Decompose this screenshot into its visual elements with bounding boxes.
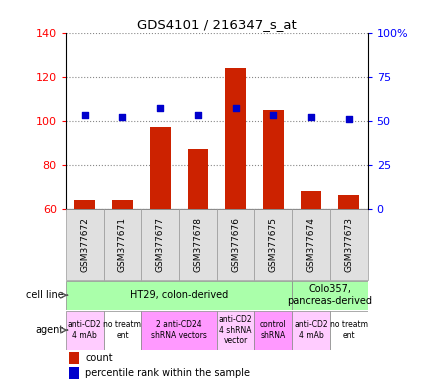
Bar <box>300 191 321 209</box>
Bar <box>263 109 284 209</box>
Text: control
shRNA: control shRNA <box>260 320 287 340</box>
Text: 2 anti-CD24
shRNA vectors: 2 anti-CD24 shRNA vectors <box>151 320 207 340</box>
Bar <box>150 127 170 209</box>
FancyBboxPatch shape <box>66 209 104 280</box>
Text: count: count <box>85 353 113 363</box>
Text: GSM377671: GSM377671 <box>118 217 127 272</box>
Bar <box>187 149 208 209</box>
Bar <box>74 200 95 209</box>
FancyBboxPatch shape <box>292 209 330 280</box>
Bar <box>69 367 79 379</box>
Point <box>232 105 239 111</box>
Point <box>195 112 201 118</box>
Bar <box>292 281 368 310</box>
Text: GSM377675: GSM377675 <box>269 217 278 272</box>
Bar <box>66 311 104 349</box>
Bar <box>112 200 133 209</box>
Text: no treatm
ent: no treatm ent <box>330 320 368 340</box>
Point <box>346 116 352 122</box>
Bar <box>141 311 217 349</box>
Text: GSM377676: GSM377676 <box>231 217 240 272</box>
Text: HT29, colon-derived: HT29, colon-derived <box>130 290 228 300</box>
FancyBboxPatch shape <box>179 209 217 280</box>
Point <box>157 105 164 111</box>
Text: GSM377673: GSM377673 <box>344 217 353 272</box>
Text: GSM377677: GSM377677 <box>156 217 164 272</box>
Text: percentile rank within the sample: percentile rank within the sample <box>85 368 250 378</box>
Text: cell line: cell line <box>26 290 64 300</box>
Text: anti-CD2
4 shRNA
vector: anti-CD2 4 shRNA vector <box>219 315 252 345</box>
FancyBboxPatch shape <box>104 209 141 280</box>
Bar <box>292 311 330 349</box>
Text: GSM377678: GSM377678 <box>193 217 202 272</box>
Bar <box>217 311 255 349</box>
FancyBboxPatch shape <box>330 209 368 280</box>
Point <box>308 114 314 120</box>
Text: GSM377674: GSM377674 <box>306 217 315 272</box>
Bar <box>338 195 359 209</box>
Title: GDS4101 / 216347_s_at: GDS4101 / 216347_s_at <box>137 18 297 31</box>
Text: no treatm
ent: no treatm ent <box>103 320 142 340</box>
Text: GSM377672: GSM377672 <box>80 217 89 272</box>
Point <box>270 112 277 118</box>
Bar <box>225 68 246 209</box>
Text: anti-CD2
4 mAb: anti-CD2 4 mAb <box>294 320 328 340</box>
Bar <box>66 281 292 310</box>
Text: agent: agent <box>36 325 64 335</box>
Text: Colo357,
pancreas-derived: Colo357, pancreas-derived <box>287 285 372 306</box>
FancyBboxPatch shape <box>255 209 292 280</box>
Bar <box>69 352 79 364</box>
Point <box>81 112 88 118</box>
Point <box>119 114 126 120</box>
Text: anti-CD2
4 mAb: anti-CD2 4 mAb <box>68 320 102 340</box>
FancyBboxPatch shape <box>217 209 255 280</box>
Bar <box>255 311 292 349</box>
FancyBboxPatch shape <box>141 209 179 280</box>
Bar <box>330 311 368 349</box>
Bar <box>104 311 141 349</box>
